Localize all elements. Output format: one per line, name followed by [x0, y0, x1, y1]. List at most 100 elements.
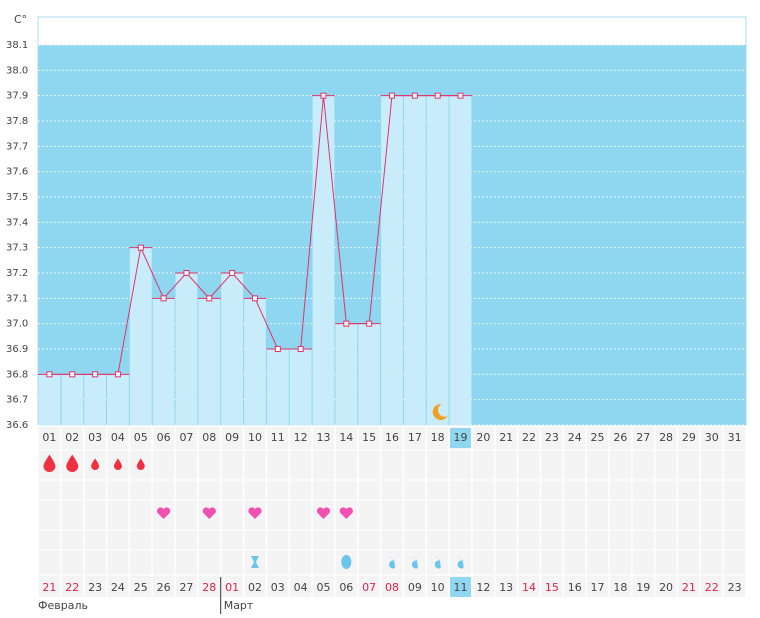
calendar-date: 23 — [728, 581, 742, 594]
calendar-date: 21 — [42, 581, 56, 594]
temperature-point — [274, 346, 281, 352]
calendar-date: 11 — [454, 581, 468, 594]
y-tick-label: 37.7 — [6, 141, 28, 152]
blood-drop-icon — [43, 454, 56, 473]
x-tick-label: 12 — [294, 431, 308, 444]
x-tick-label: 08 — [202, 431, 216, 444]
x-tick-label: 15 — [362, 431, 376, 444]
temperature-bar — [266, 349, 289, 425]
day-highlight — [450, 428, 471, 448]
calendar-date: 21 — [682, 581, 696, 594]
temperature-point — [69, 371, 76, 378]
month-label: Февраль — [38, 599, 88, 612]
heart-icon — [202, 507, 216, 519]
y-tick-label: 36.6 — [6, 420, 28, 431]
lower-panel — [38, 427, 746, 597]
x-tick-label: 09 — [225, 431, 239, 444]
temperature-point — [183, 270, 190, 276]
x-tick-label: 22 — [522, 431, 536, 444]
calendar-date: 07 — [362, 581, 376, 594]
x-tick-label: 14 — [339, 431, 353, 444]
calendar-date: 18 — [613, 581, 627, 594]
temperature-point — [320, 92, 327, 99]
heart-icon — [157, 507, 171, 519]
blood-drop-icon — [113, 458, 122, 470]
temperature-bar — [107, 374, 129, 425]
temperature-point — [389, 92, 395, 99]
y-tick-label: 38.1 — [6, 40, 28, 51]
x-tick-label: 31 — [728, 431, 742, 444]
calendar-date: 22 — [65, 581, 79, 594]
temperature-bar — [175, 273, 198, 425]
date-highlight — [450, 577, 471, 597]
y-tick-label: 37.4 — [6, 217, 28, 228]
temperature-point — [92, 371, 99, 378]
x-tick-label: 26 — [613, 431, 627, 444]
x-tick-label: 05 — [134, 431, 148, 444]
calendar-date: 06 — [339, 581, 353, 594]
y-tick-label: 36.7 — [6, 395, 28, 406]
y-tick-label: 36.9 — [6, 344, 28, 355]
calendar-date: 25 — [134, 581, 148, 594]
calendar-date: 27 — [179, 581, 193, 594]
calendar-date: 23 — [88, 581, 102, 594]
y-tick-label: 37.1 — [6, 293, 28, 304]
x-tick-label: 21 — [499, 431, 513, 444]
heart-icon — [248, 507, 262, 519]
calendar-date: 16 — [568, 581, 582, 594]
temperature-bar — [426, 95, 449, 426]
x-tick-label: 11 — [271, 431, 285, 444]
temperature-point — [137, 244, 144, 251]
blood-drop-icon — [136, 458, 145, 470]
blood-drop-icon — [66, 454, 79, 473]
small-drop-icon — [389, 557, 395, 569]
temperature-bar — [61, 374, 84, 425]
temperature-bar — [403, 95, 426, 426]
x-tick-label: 03 — [88, 431, 102, 444]
heart-icon — [339, 507, 353, 519]
x-tick-label: 17 — [408, 431, 422, 444]
x-tick-label: 25 — [591, 431, 605, 444]
y-tick-label: 37.0 — [6, 319, 28, 330]
calendar-date: 13 — [499, 581, 513, 594]
x-tick-label: 07 — [179, 431, 193, 444]
calendar-date: 05 — [316, 581, 330, 594]
calendar-date: 24 — [111, 581, 125, 594]
calendar-date: 03 — [271, 581, 285, 594]
x-tick-label: 19 — [454, 431, 468, 444]
moon-icon — [432, 403, 448, 420]
calendar-date: 17 — [591, 581, 605, 594]
x-tick-label: 24 — [568, 431, 582, 444]
y-tick-label: 37.8 — [6, 116, 28, 127]
x-tick-label: 30 — [705, 431, 719, 444]
calendar-date: 14 — [522, 581, 536, 594]
temperature-point — [457, 92, 464, 99]
calendar-date: 09 — [408, 581, 422, 594]
y-tick-label: 38.0 — [6, 65, 28, 76]
temperature-point — [46, 371, 53, 378]
small-drop-icon — [457, 557, 464, 569]
temperature-point — [251, 295, 258, 302]
x-tick-label: 01 — [42, 431, 56, 444]
calendar-date: 08 — [385, 581, 399, 594]
heart-icon — [316, 507, 331, 519]
x-tick-label: 04 — [111, 431, 125, 444]
temperature-bar — [289, 349, 312, 425]
x-tick-label: 06 — [157, 431, 171, 444]
temperature-point — [297, 346, 304, 352]
x-tick-label: 29 — [682, 431, 696, 444]
temperature-point — [206, 295, 213, 302]
temperature-bar — [312, 95, 335, 426]
x-tick-label: 28 — [659, 431, 673, 444]
temperature-point — [411, 92, 418, 99]
y-tick-label: 37.2 — [6, 268, 28, 279]
small-drop-icon — [411, 557, 418, 569]
temperature-bar — [198, 298, 221, 425]
calendar-date: 04 — [294, 581, 308, 594]
calendar-date: 19 — [636, 581, 650, 594]
temperature-point — [434, 92, 441, 99]
y-tick-label: 36.8 — [6, 369, 28, 380]
calendar-date: 01 — [225, 581, 239, 594]
x-tick-label: 02 — [65, 431, 79, 444]
